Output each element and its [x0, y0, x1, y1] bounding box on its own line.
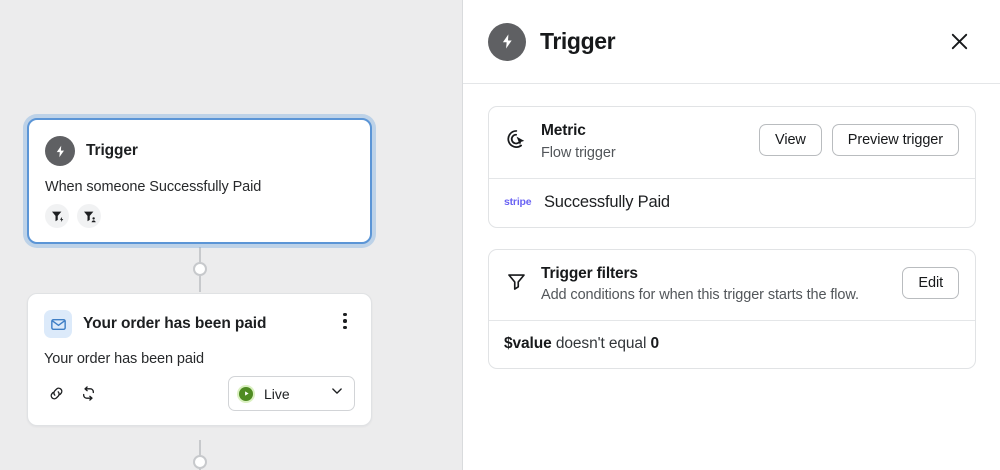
trigger-detail-panel: Trigger — [463, 0, 1000, 470]
stripe-logo-icon: stripe — [504, 196, 532, 208]
lightning-bolt-icon — [488, 22, 526, 61]
filter-condition-operator: doesn't equal — [551, 335, 651, 352]
trigger-filters-section: Trigger filters Add conditions for when … — [488, 248, 976, 369]
trigger-card-title: Trigger — [86, 142, 138, 159]
trigger-card-body: When someone Successfully Paid — [45, 179, 262, 195]
metric-value-label: Successfully Paid — [544, 192, 670, 211]
flow-canvas[interactable]: Trigger When someone Successfully Paid — [0, 0, 463, 470]
preview-trigger-button[interactable]: Preview trigger — [831, 124, 959, 156]
close-icon[interactable] — [942, 25, 976, 59]
metric-section-actions: View Preview trigger — [759, 121, 959, 156]
trigger-filters-title: Trigger filters — [541, 264, 638, 282]
view-button[interactable]: View — [759, 124, 822, 156]
chevron-down-icon — [329, 383, 345, 404]
trigger-filters-texts: Trigger filters Add conditions for when … — [541, 264, 889, 307]
panel-header: Trigger — [463, 0, 1000, 84]
link-icon[interactable] — [44, 382, 68, 406]
metric-section-description: Flow trigger — [541, 144, 616, 161]
email-card-body: Your order has been paid — [44, 351, 204, 367]
trigger-card-header: Trigger — [29, 120, 370, 166]
lightning-bolt-icon — [45, 136, 75, 166]
email-card-footer: Live — [28, 367, 371, 425]
metric-section: Metric Flow trigger View Preview trigger… — [488, 106, 976, 228]
filter-condition-value: 0 — [650, 335, 660, 352]
trigger-filters-description: Add conditions for when this trigger sta… — [541, 287, 859, 304]
cursor-target-icon — [504, 121, 528, 150]
status-dropdown[interactable]: Live — [228, 376, 355, 411]
panel-body: Metric Flow trigger View Preview trigger… — [463, 84, 1000, 369]
trigger-filters-actions: Edit — [902, 264, 959, 299]
filter-lightning-icon[interactable] — [45, 204, 69, 228]
metric-section-header: Metric Flow trigger View Preview trigger — [489, 107, 975, 178]
metric-section-texts: Metric Flow trigger — [541, 121, 746, 164]
panel-title: Trigger — [540, 28, 616, 54]
filter-condition-field: $value — [504, 335, 552, 352]
repeat-icon[interactable] — [76, 382, 100, 406]
email-card-title: Your order has been paid — [83, 315, 267, 332]
trigger-filter-condition-row[interactable]: $value doesn't equal 0 — [489, 320, 975, 368]
canvas-panel-divider — [462, 0, 463, 470]
email-card-header: Your order has been paid — [28, 294, 371, 338]
play-circle-icon — [237, 384, 255, 403]
trigger-filters-header: Trigger filters Add conditions for when … — [489, 250, 975, 321]
connector-node-bottom[interactable] — [193, 455, 207, 469]
filter-person-icon[interactable] — [77, 204, 101, 228]
trigger-node-card[interactable]: Trigger When someone Successfully Paid — [27, 118, 372, 244]
connector-node-top[interactable] — [193, 262, 207, 276]
envelope-icon — [44, 310, 72, 338]
trigger-card-footer — [29, 195, 370, 242]
metric-section-title: Metric — [541, 122, 586, 139]
filter-condition-text: $value doesn't equal 0 — [504, 335, 659, 353]
kebab-menu-icon[interactable] — [333, 308, 357, 334]
email-node-card[interactable]: Your order has been paid Your order has … — [27, 293, 372, 426]
metric-value-row[interactable]: stripe Successfully Paid — [489, 177, 975, 227]
edit-button[interactable]: Edit — [902, 266, 959, 299]
funnel-filter-icon — [504, 264, 528, 292]
status-label: Live — [264, 385, 290, 402]
